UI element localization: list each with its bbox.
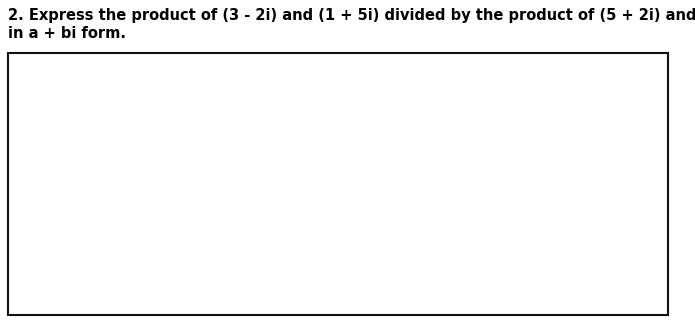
Text: in a + bi form.: in a + bi form. xyxy=(8,26,126,41)
Bar xyxy=(8,53,668,315)
Text: 2. Express the product of (3 - 2i) and (1 + 5i) divided by the product of (5 + 2: 2. Express the product of (3 - 2i) and (… xyxy=(8,8,695,23)
